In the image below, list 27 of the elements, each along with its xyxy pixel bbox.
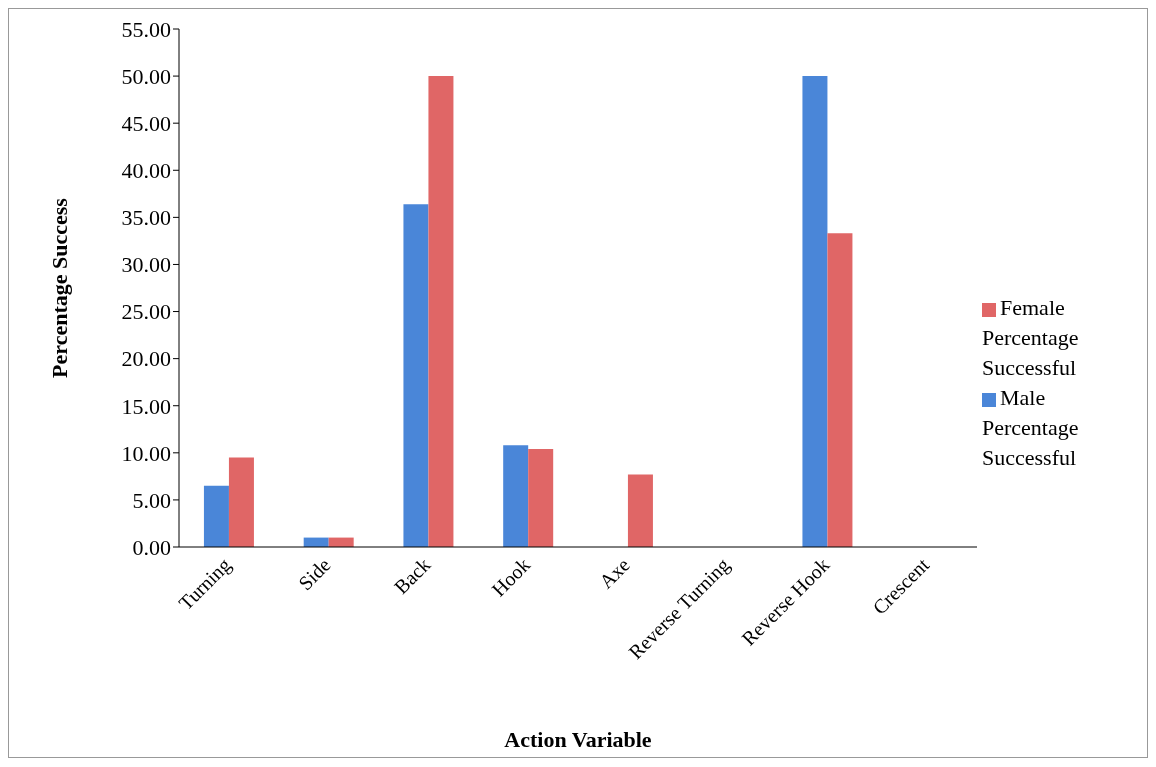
bar — [503, 445, 529, 547]
y-tick-label: 0.00 — [132, 534, 171, 560]
bar — [827, 233, 853, 547]
y-tick-label: 35.00 — [121, 205, 171, 231]
bar — [203, 485, 229, 547]
y-tick-label: 15.00 — [121, 393, 171, 419]
y-tick-label: 20.00 — [121, 346, 171, 372]
bar — [528, 449, 554, 547]
bar — [403, 204, 429, 547]
x-axis-title: Action Variable — [504, 727, 652, 752]
legend-label: Male Percentage Successful — [982, 385, 1079, 470]
y-tick-label: 30.00 — [121, 252, 171, 278]
bar — [228, 457, 254, 547]
y-tick-label: 55.00 — [121, 16, 171, 42]
bar — [428, 76, 454, 547]
y-tick-label: 25.00 — [121, 299, 171, 325]
x-tick-label: Axe — [594, 553, 635, 593]
y-axis-title: Percentage Success — [46, 197, 72, 378]
y-tick-label: 40.00 — [121, 158, 171, 184]
y-tick-label: 10.00 — [121, 440, 171, 466]
x-tick-label: Side — [294, 553, 335, 595]
bar — [802, 76, 828, 547]
bar — [627, 474, 653, 547]
y-tick-label: 5.00 — [132, 487, 171, 513]
y-tick-label: 45.00 — [121, 110, 171, 136]
legend-label: Female Percentage Successful — [982, 295, 1079, 380]
y-tick-label: 50.00 — [121, 63, 171, 89]
